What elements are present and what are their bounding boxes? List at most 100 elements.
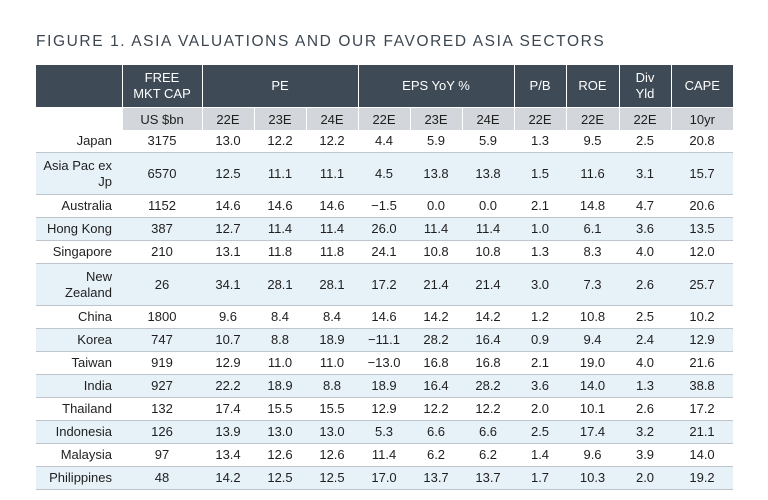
value-cell: 11.8 xyxy=(254,240,306,264)
header-pb: P/B xyxy=(514,65,567,108)
value-cell: 10.8 xyxy=(566,305,620,329)
value-cell: 17.4 xyxy=(202,397,254,421)
subheader-cell: 22E xyxy=(619,107,672,130)
value-cell: 10.2 xyxy=(671,305,734,329)
value-cell: 11.4 xyxy=(358,443,411,467)
value-cell: 21.4 xyxy=(462,263,515,306)
value-cell: 11.1 xyxy=(254,152,306,195)
value-cell: 132 xyxy=(122,397,202,421)
value-cell: 9.6 xyxy=(566,443,620,467)
value-cell: 13.8 xyxy=(462,152,515,195)
value-cell: 28.2 xyxy=(410,328,463,352)
value-cell: 13.1 xyxy=(202,240,254,264)
value-cell: 6.1 xyxy=(566,217,620,241)
table-row: Japan 3175 13.0 12.2 12.2 4.4 5.9 5.9 1.3 9.5 2.5 2… xyxy=(36,130,734,153)
value-cell: 1.4 xyxy=(514,443,567,467)
value-cell: 10.8 xyxy=(410,240,463,264)
table-row: Indonesia 126 13.9 13.0 13.0 5.3 6.6 6.6 2.5 17.4… xyxy=(36,420,734,444)
value-cell: 11.0 xyxy=(306,351,359,375)
value-cell: 9.6 xyxy=(202,305,254,329)
value-cell: 2.5 xyxy=(619,130,672,153)
value-cell: 16.8 xyxy=(462,351,515,375)
value-cell: 12.0 xyxy=(671,240,734,264)
table-body: Japan 3175 13.0 12.2 12.2 4.4 5.9 5.9 1.3 9.5 2.5 2… xyxy=(36,130,734,490)
value-cell: 14.2 xyxy=(462,305,515,329)
value-cell: 8.8 xyxy=(306,374,359,398)
value-cell: 12.6 xyxy=(306,443,359,467)
value-cell: 13.5 xyxy=(671,217,734,241)
value-cell: 0.9 xyxy=(514,328,567,352)
value-cell: 12.5 xyxy=(254,466,306,490)
value-cell: 20.6 xyxy=(671,194,734,218)
subheader-cell: 22E xyxy=(566,107,620,130)
value-cell: 11.4 xyxy=(410,217,463,241)
country-label: Taiwan xyxy=(36,351,122,375)
value-cell: 18.9 xyxy=(306,328,359,352)
value-cell: 34.1 xyxy=(202,263,254,306)
subheader-cell: 24E xyxy=(462,107,515,130)
value-cell: 12.2 xyxy=(306,130,359,153)
value-cell: 0.0 xyxy=(462,194,515,218)
value-cell: 14.6 xyxy=(306,194,359,218)
value-cell: 10.8 xyxy=(462,240,515,264)
value-cell: 8.8 xyxy=(254,328,306,352)
value-cell: 14.0 xyxy=(671,443,734,467)
value-cell: 21.1 xyxy=(671,420,734,444)
value-cell: 6.2 xyxy=(410,443,463,467)
value-cell: −13.0 xyxy=(358,351,411,375)
value-cell: 8.4 xyxy=(306,305,359,329)
value-cell: 15.5 xyxy=(254,397,306,421)
value-cell: 2.6 xyxy=(619,397,672,421)
country-label: Philippines xyxy=(36,466,122,490)
country-label: Malaysia xyxy=(36,443,122,467)
value-cell: 10.7 xyxy=(202,328,254,352)
value-cell: 2.1 xyxy=(514,194,567,218)
value-cell: 4.7 xyxy=(619,194,672,218)
value-cell: 28.1 xyxy=(254,263,306,306)
value-cell: 6570 xyxy=(122,152,202,195)
value-cell: 2.6 xyxy=(619,263,672,306)
value-cell: 19.2 xyxy=(671,466,734,490)
value-cell: 13.7 xyxy=(410,466,463,490)
value-cell: 210 xyxy=(122,240,202,264)
value-cell: 25.7 xyxy=(671,263,734,306)
table-row: Thailand 132 17.4 15.5 15.5 12.9 12.2 12.2 2.0 10… xyxy=(36,397,734,421)
value-cell: 13.0 xyxy=(306,420,359,444)
value-cell: 14.6 xyxy=(202,194,254,218)
value-cell: 1.0 xyxy=(514,217,567,241)
country-label: Hong Kong xyxy=(36,217,122,241)
value-cell: 11.8 xyxy=(306,240,359,264)
value-cell: 0.0 xyxy=(410,194,463,218)
value-cell: 7.3 xyxy=(566,263,620,306)
value-cell: 1152 xyxy=(122,194,202,218)
value-cell: 8.4 xyxy=(254,305,306,329)
value-cell: 16.4 xyxy=(462,328,515,352)
valuations-table: FREE MKT CAP PE EPS YoY % P/B ROE Div Yl… xyxy=(36,65,734,490)
value-cell: 3175 xyxy=(122,130,202,153)
value-cell: 14.6 xyxy=(358,305,411,329)
value-cell: 5.9 xyxy=(462,130,515,153)
value-cell: 5.3 xyxy=(358,420,411,444)
table-row: Malaysia 97 13.4 12.6 12.6 11.4 6.2 6.2 1.4 9.6 3.… xyxy=(36,443,734,467)
table-row: Hong Kong 387 12.7 11.4 11.4 26.0 11.4 11.4 1.0 6… xyxy=(36,217,734,241)
header-free-mkt-cap: FREE MKT CAP xyxy=(122,65,203,108)
value-cell: 1.5 xyxy=(514,152,567,195)
value-cell: 919 xyxy=(122,351,202,375)
value-cell: 15.5 xyxy=(306,397,359,421)
value-cell: 5.9 xyxy=(410,130,463,153)
value-cell: 24.1 xyxy=(358,240,411,264)
subheader-cell: 24E xyxy=(306,107,359,130)
value-cell: 14.6 xyxy=(254,194,306,218)
value-cell: 26.0 xyxy=(358,217,411,241)
value-cell: 1.2 xyxy=(514,305,567,329)
value-cell: 12.2 xyxy=(410,397,463,421)
country-label: India xyxy=(36,374,122,398)
value-cell: 6.6 xyxy=(410,420,463,444)
value-cell: 1800 xyxy=(122,305,202,329)
subheader-cell: 23E xyxy=(410,107,463,130)
value-cell: 2.0 xyxy=(619,466,672,490)
value-cell: 12.5 xyxy=(306,466,359,490)
value-cell: 17.4 xyxy=(566,420,620,444)
value-cell: 4.5 xyxy=(358,152,411,195)
subheader-cell: 23E xyxy=(254,107,307,130)
